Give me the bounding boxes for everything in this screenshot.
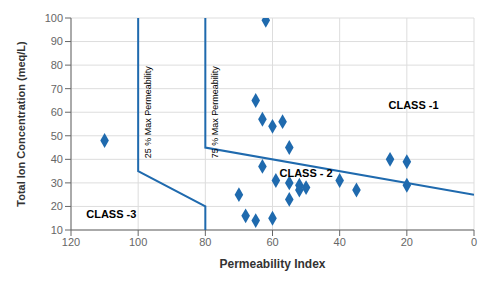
svg-text:80: 80 — [51, 59, 63, 71]
svg-text:25 % Max Permeability: 25 % Max Permeability — [143, 66, 153, 159]
svg-text:80: 80 — [199, 236, 211, 248]
svg-text:60: 60 — [51, 106, 63, 118]
svg-text:30: 30 — [51, 177, 63, 189]
svg-text:50: 50 — [51, 130, 63, 142]
svg-text:20: 20 — [401, 236, 413, 248]
svg-text:CLASS -1: CLASS -1 — [388, 99, 438, 111]
svg-text:CLASS -3: CLASS -3 — [86, 208, 136, 220]
svg-text:75 % Max Permeability: 75 % Max Permeability — [210, 66, 220, 159]
svg-text:70: 70 — [51, 83, 63, 95]
svg-text:100: 100 — [45, 12, 63, 24]
svg-text:60: 60 — [266, 236, 278, 248]
svg-text:40: 40 — [334, 236, 346, 248]
svg-text:90: 90 — [51, 35, 63, 47]
svg-text:Permeability Index: Permeability Index — [219, 257, 325, 271]
svg-text:40: 40 — [51, 153, 63, 165]
svg-text:CLASS - 2: CLASS - 2 — [279, 167, 332, 179]
svg-text:0: 0 — [471, 236, 477, 248]
svg-text:120: 120 — [62, 236, 80, 248]
svg-text:Total Ion Concentration (meq/L: Total Ion Concentration (meq/L) — [15, 41, 27, 207]
svg-text:10: 10 — [51, 224, 63, 236]
svg-text:20: 20 — [51, 200, 63, 212]
svg-text:100: 100 — [129, 236, 147, 248]
